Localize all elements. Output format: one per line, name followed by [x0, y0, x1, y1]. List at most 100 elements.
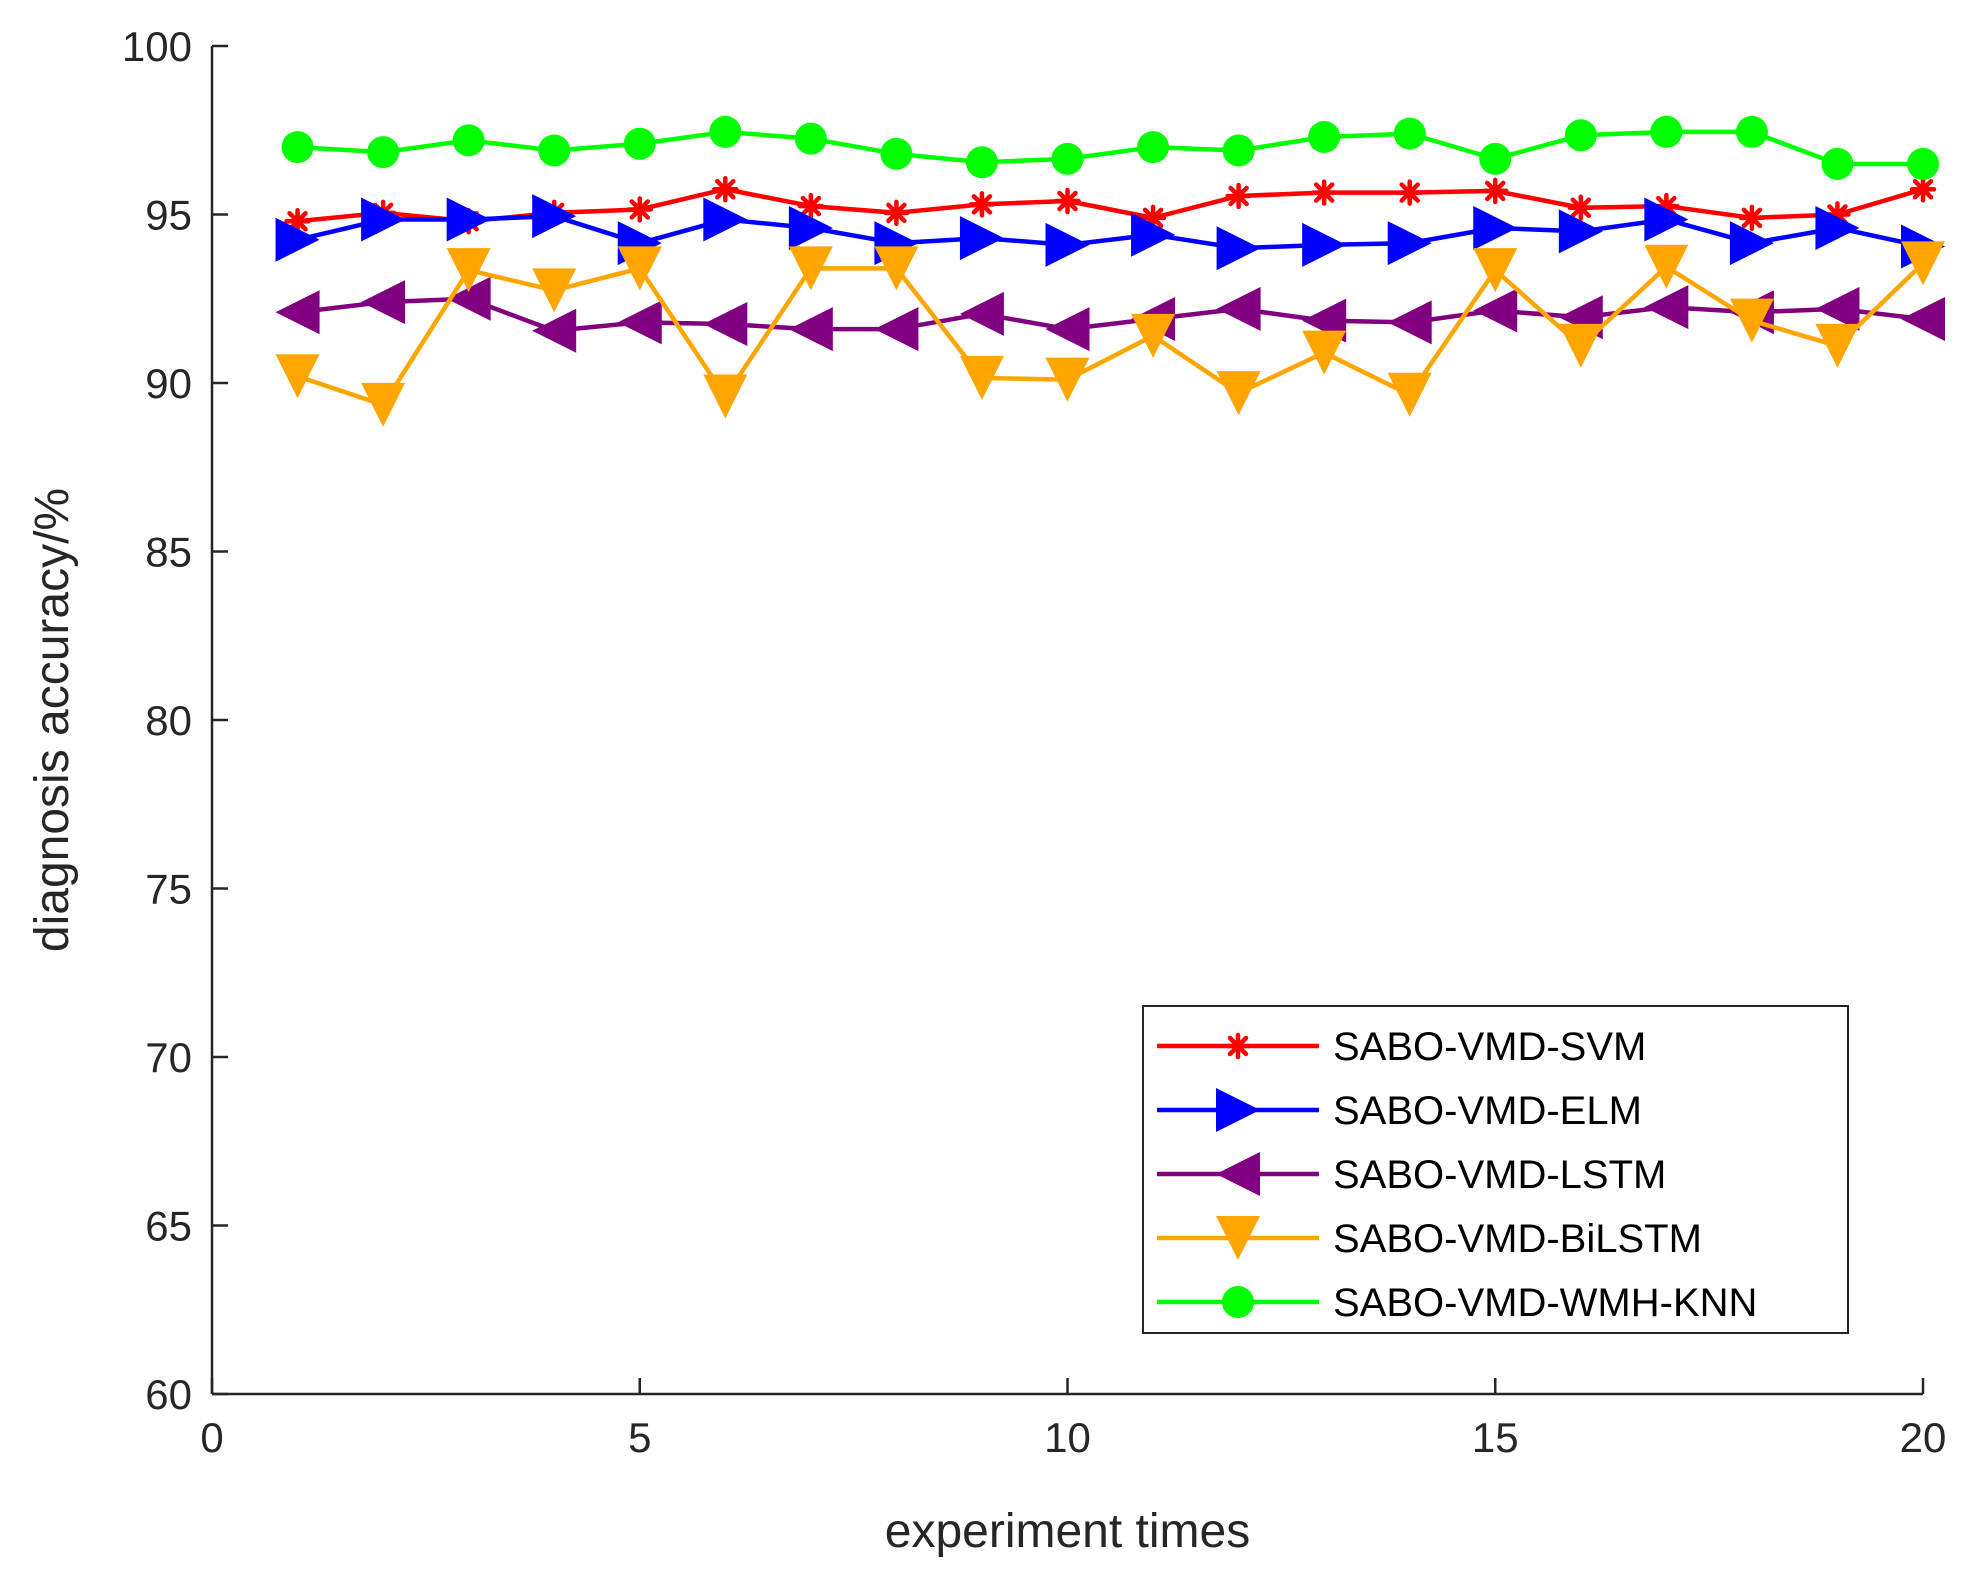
- data-point: [712, 175, 739, 203]
- data-point: [880, 137, 913, 170]
- data-point: [959, 216, 1004, 261]
- legend-marker: [1222, 1286, 1254, 1318]
- data-point: [1131, 313, 1176, 358]
- data-point: [1051, 142, 1084, 175]
- data-point: [538, 134, 571, 167]
- y-tick-label: 95: [145, 192, 192, 239]
- data-point: [968, 191, 996, 218]
- data-point: [1738, 204, 1766, 232]
- data-point: [794, 122, 827, 155]
- data-point: [1302, 222, 1347, 267]
- x-tick-label: 20: [1900, 1414, 1947, 1461]
- x-tick-label: 15: [1472, 1414, 1519, 1461]
- data-point: [446, 276, 491, 321]
- series-sabo-vmd-elm: [275, 194, 1945, 271]
- legend-marker: [1216, 1088, 1260, 1132]
- data-point: [1302, 330, 1347, 375]
- data-point: [1396, 179, 1423, 206]
- data-point: [1729, 221, 1774, 266]
- data-point: [1644, 244, 1689, 289]
- axes-layer: 0 5 10 15 20 60 65 70 75 80 85 90 95 100: [122, 23, 1946, 1461]
- legend-label: SABO-VMD-BiLSTM: [1333, 1217, 1702, 1261]
- data-point: [1901, 296, 1945, 341]
- data-point: [617, 300, 662, 345]
- data-point: [1824, 201, 1851, 228]
- data-point: [788, 246, 833, 291]
- legend-marker: [1216, 1216, 1260, 1260]
- data-point: [883, 199, 910, 227]
- legend-entry: SABO-VMD-ELM: [1157, 1088, 1642, 1133]
- data-point: [965, 146, 998, 179]
- legend-marker: [1224, 1032, 1252, 1060]
- data-point: [1473, 288, 1518, 333]
- y-tick-label: 90: [145, 360, 192, 407]
- data-point: [1567, 194, 1595, 222]
- y-tick-label: 85: [145, 529, 192, 576]
- data-point: [1387, 221, 1432, 266]
- legend-entry: SABO-VMD-BiLSTM: [1157, 1216, 1702, 1261]
- data-point: [1054, 187, 1081, 215]
- y-tick-label: 100: [122, 23, 192, 70]
- legend-label: SABO-VMD-ELM: [1333, 1089, 1642, 1133]
- data-point: [959, 355, 1004, 400]
- legend: SABO-VMD-SVM SABO-VMD-ELM SABO-VMD-LSTM SAB…: [1142, 1005, 1849, 1334]
- data-point: [1907, 147, 1939, 180]
- data-point: [1473, 205, 1518, 250]
- data-point: [1473, 248, 1518, 293]
- y-tick-label: 75: [145, 866, 192, 913]
- data-point: [361, 197, 406, 242]
- data-point: [1387, 372, 1432, 417]
- data-point: [1901, 241, 1945, 286]
- data-point: [446, 248, 491, 293]
- data-point: [1045, 357, 1090, 402]
- data-point: [1479, 142, 1512, 175]
- y-axis-label: diagnosis accuracy/%: [26, 488, 79, 952]
- data-point: [1558, 323, 1603, 368]
- legend-label: SABO-VMD-LSTM: [1333, 1153, 1666, 1197]
- x-tick-label: 10: [1044, 1414, 1091, 1461]
- legend-entry: SABO-VMD-LSTM: [1157, 1152, 1666, 1197]
- data-point: [452, 124, 485, 157]
- y-tick-label: 65: [145, 1203, 192, 1250]
- x-tick-label: 5: [628, 1414, 651, 1461]
- data-point: [1222, 134, 1255, 167]
- data-point: [275, 217, 320, 262]
- data-point: [788, 205, 833, 250]
- data-point: [1216, 226, 1261, 271]
- legend-marker: [1216, 1152, 1260, 1196]
- x-axis-label: experiment times: [885, 1505, 1250, 1558]
- data-point: [1216, 371, 1261, 416]
- data-point: [709, 115, 742, 148]
- data-point: [1644, 285, 1689, 330]
- data-point: [1225, 182, 1252, 210]
- data-point: [284, 207, 311, 235]
- data-point: [703, 302, 748, 347]
- data-point: [626, 196, 653, 223]
- x-tick-label: 0: [200, 1414, 223, 1461]
- data-point: [797, 192, 825, 220]
- data-point: [361, 382, 406, 427]
- data-point: [1909, 175, 1937, 203]
- data-point: [623, 127, 656, 160]
- legend-label: SABO-VMD-WMH-KNN: [1333, 1281, 1757, 1325]
- data-point: [1482, 177, 1509, 205]
- legend-box: [1142, 1005, 1849, 1334]
- data-point: [703, 197, 748, 242]
- series-line: [296, 261, 1925, 408]
- data-point: [1564, 119, 1597, 152]
- data-point: [1650, 115, 1683, 148]
- series-sabo-vmd-wmh-knn: [281, 115, 1939, 180]
- series-layer: [275, 115, 1945, 427]
- data-point: [1137, 131, 1170, 164]
- series-sabo-vmd-bilstm: [275, 241, 1945, 427]
- data-point: [1729, 298, 1774, 343]
- data-point: [1045, 307, 1090, 352]
- data-point: [1821, 147, 1854, 180]
- data-point: [1393, 117, 1426, 150]
- data-point: [1045, 222, 1090, 267]
- data-point: [874, 246, 919, 291]
- data-point: [1558, 209, 1603, 254]
- data-point: [1387, 300, 1432, 345]
- data-point: [1216, 286, 1261, 331]
- legend-entry: SABO-VMD-SVM: [1157, 1025, 1646, 1069]
